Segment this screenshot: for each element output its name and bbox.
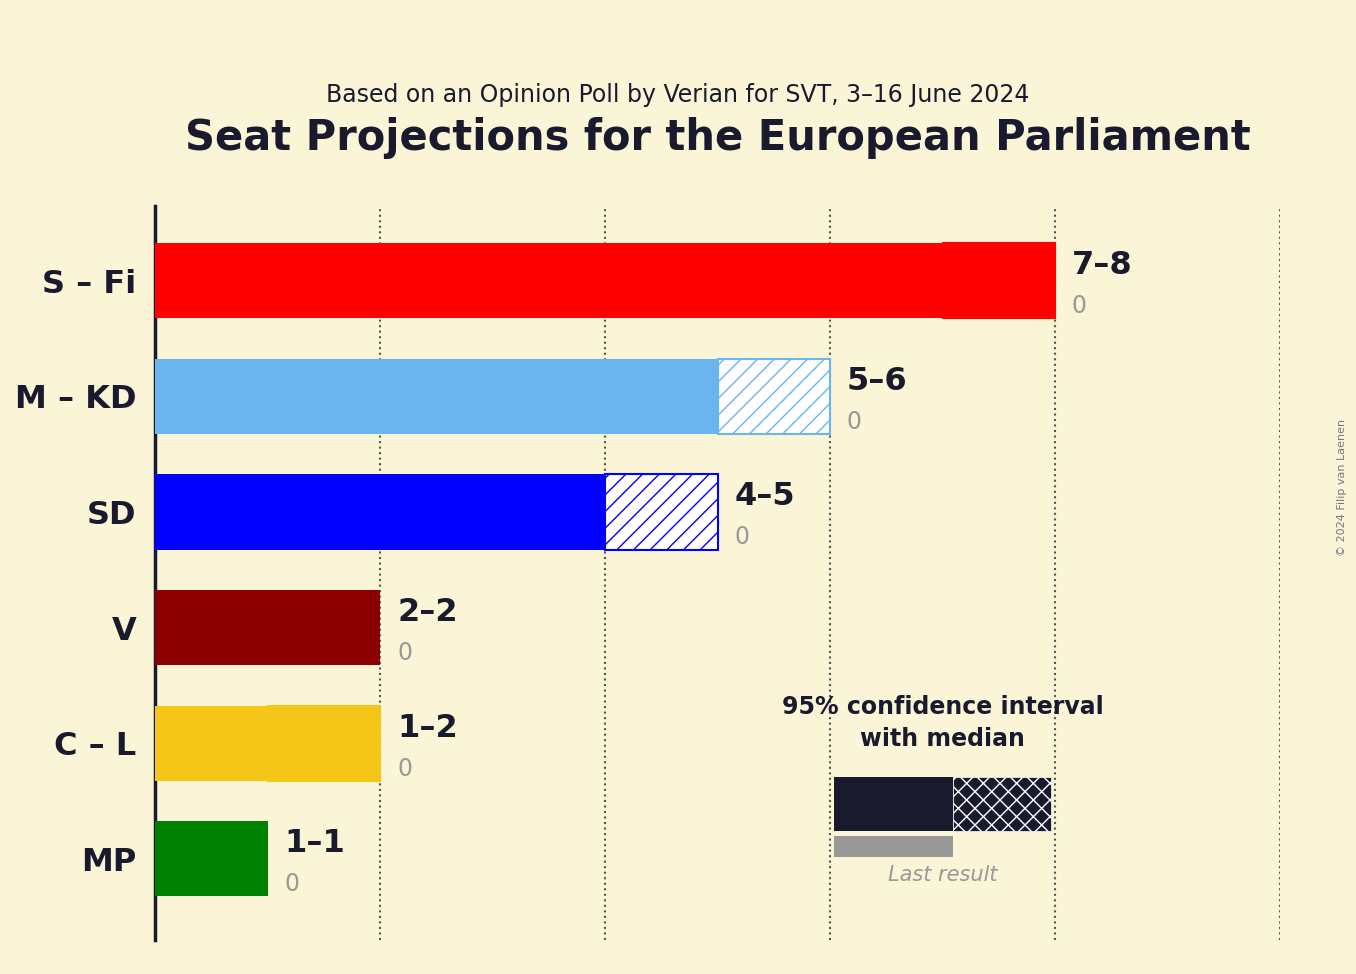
Text: 0: 0 bbox=[397, 641, 412, 665]
Bar bbox=[605, 474, 717, 549]
Text: 0: 0 bbox=[1071, 294, 1088, 318]
Text: 0: 0 bbox=[285, 872, 300, 896]
Bar bbox=[155, 590, 380, 665]
Bar bbox=[155, 705, 267, 780]
Bar bbox=[717, 359, 830, 434]
Text: 95% confidence interval: 95% confidence interval bbox=[781, 694, 1104, 719]
Text: with median: with median bbox=[860, 727, 1025, 751]
Bar bbox=[155, 359, 717, 434]
Text: © 2024 Filip van Laenen: © 2024 Filip van Laenen bbox=[1337, 419, 1347, 555]
Text: 4–5: 4–5 bbox=[735, 481, 795, 512]
Text: 5–6: 5–6 bbox=[848, 366, 907, 397]
Text: 2–2: 2–2 bbox=[397, 597, 458, 628]
Title: Seat Projections for the European Parliament: Seat Projections for the European Parlia… bbox=[184, 117, 1250, 160]
Text: 1–1: 1–1 bbox=[285, 828, 346, 859]
Text: Last result: Last result bbox=[888, 865, 997, 885]
Bar bbox=[155, 474, 605, 549]
Bar bbox=[155, 821, 267, 896]
Bar bbox=[267, 705, 380, 780]
Text: 0: 0 bbox=[735, 525, 750, 549]
Text: 0: 0 bbox=[848, 410, 862, 433]
Bar bbox=[942, 244, 1055, 318]
Text: 0: 0 bbox=[397, 757, 412, 780]
Text: Based on an Opinion Poll by Verian for SVT, 3–16 June 2024: Based on an Opinion Poll by Verian for S… bbox=[327, 83, 1029, 107]
Text: 7–8: 7–8 bbox=[1071, 250, 1132, 281]
Bar bbox=[155, 244, 942, 318]
Text: 1–2: 1–2 bbox=[397, 713, 458, 743]
